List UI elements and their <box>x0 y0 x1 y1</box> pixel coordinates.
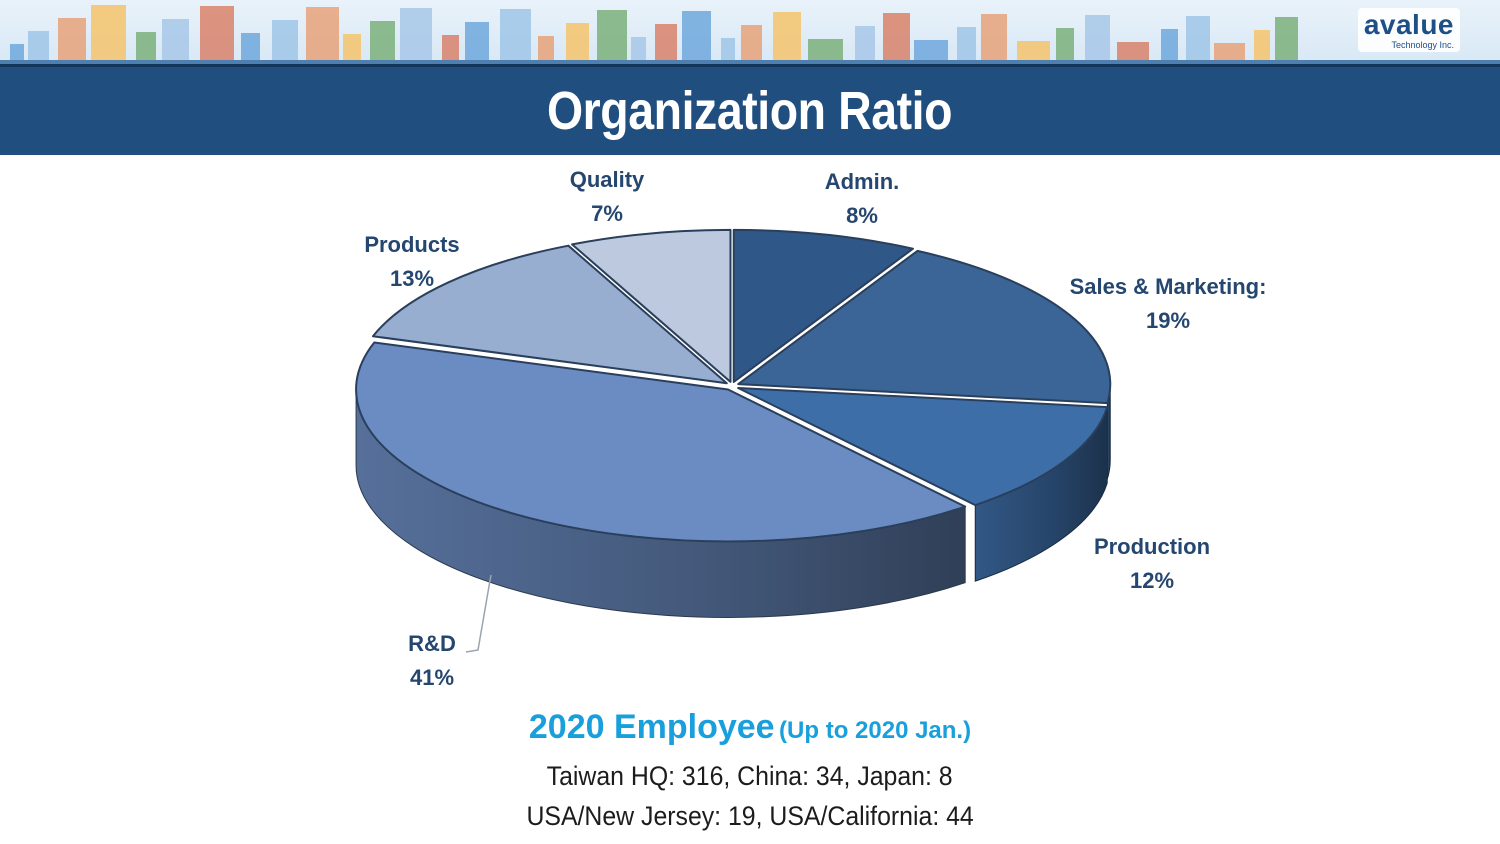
pie-label-admin: Admin. 8% <box>825 165 900 233</box>
pie-label-r-d: R&D 41% <box>408 627 456 695</box>
logo-text: avalue <box>1363 9 1454 40</box>
logo-subtitle: Technology Inc. <box>1391 40 1454 50</box>
pie-label-name: Sales & Marketing: <box>1069 274 1267 299</box>
pie-label-name: Production <box>1093 534 1211 559</box>
pie-slice-products <box>371 244 728 385</box>
employee-heading-note: (Up to 2020 Jan.) <box>779 717 972 744</box>
employee-heading-year: 2020 Employee <box>528 708 775 746</box>
header-banner: avalue Technology Inc. <box>0 0 1500 64</box>
pie-label-name: Products <box>364 232 460 257</box>
pie-slice-admin <box>732 228 914 383</box>
employee-heading: 2020 Employee (Up to 2020 Jan.) <box>0 708 1500 747</box>
title-bar: Organization Ratio <box>0 64 1500 155</box>
pie-label-value: 7% <box>591 201 623 226</box>
pie-slice-r-d <box>355 341 967 543</box>
pie-label-products: Products 13% <box>364 228 459 296</box>
pie-label-sales-marketing: Sales & Marketing: 19% <box>1070 270 1267 338</box>
employee-line-1: Taiwan HQ: 316, China: 34, Japan: 8 <box>547 761 953 791</box>
pie-slice-quality <box>571 228 732 383</box>
pie-label-value: 8% <box>846 203 878 228</box>
pie-label-production: Production 12% <box>1094 530 1210 598</box>
company-logo: avalue Technology Inc. <box>1357 8 1460 52</box>
pie-label-name: R&D <box>408 631 456 656</box>
pie-label-name: Quality <box>569 167 645 192</box>
pie-leader-line-r-d <box>465 574 492 653</box>
employee-line-2: USA/New Jersey: 19, USA/California: 44 <box>526 801 974 831</box>
pie-slice-production <box>737 387 1109 507</box>
pie-label-name: Admin. <box>824 169 900 194</box>
city-skyline-illustration <box>0 5 1500 64</box>
employee-line-1-row: Taiwan HQ: 316, China: 34, Japan: 8 <box>0 758 1500 794</box>
pie-slice-sales-marketing <box>737 249 1112 405</box>
pie-label-value: 19% <box>1145 308 1191 333</box>
pie-label-value: 41% <box>409 665 455 690</box>
pie-label-quality: Quality 7% <box>570 163 645 231</box>
pie-label-value: 12% <box>1129 568 1175 593</box>
employee-line-2-row: USA/New Jersey: 19, USA/California: 44 <box>0 798 1500 834</box>
slide-title: Organization Ratio <box>547 81 953 141</box>
pie-label-value: 13% <box>389 266 435 291</box>
